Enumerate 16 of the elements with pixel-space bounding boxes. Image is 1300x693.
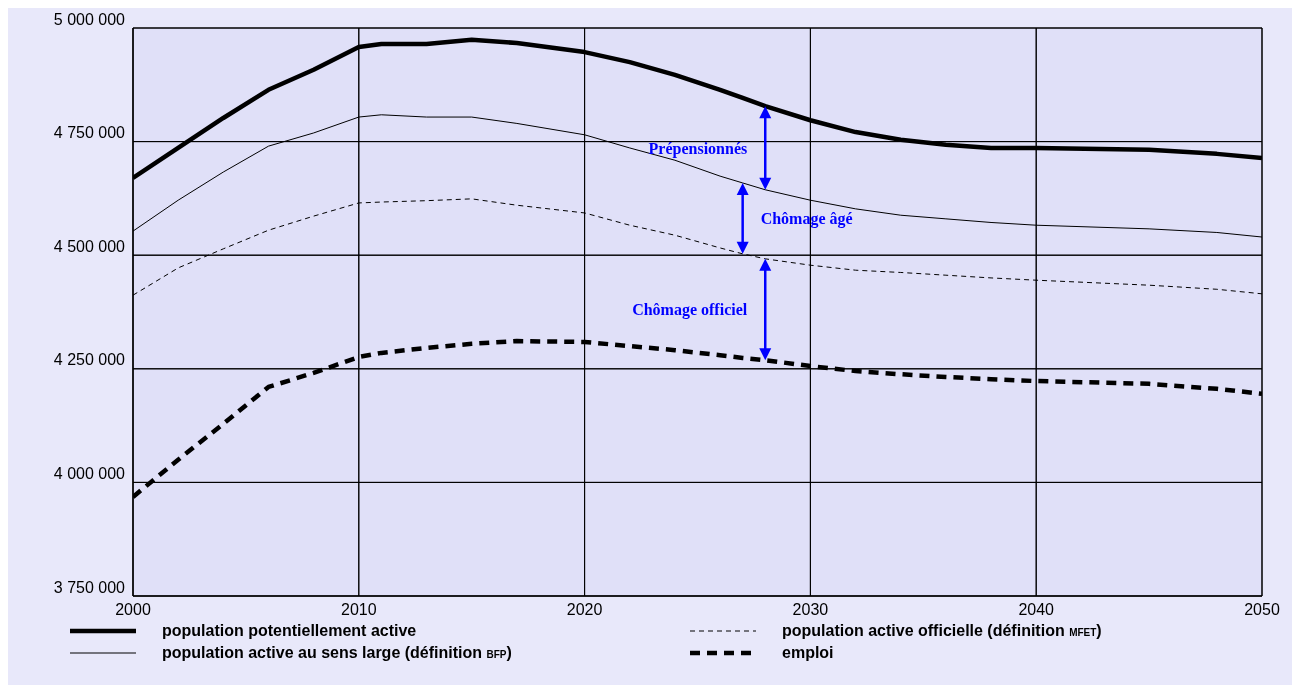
y-tick-label: 5 000 000 <box>53 10 126 28</box>
y-tick-label: 3 750 000 <box>53 578 126 596</box>
x-tick-label: 2020 <box>566 601 603 619</box>
legend-label: population potentiellement active <box>162 622 417 639</box>
x-tick-label: 2050 <box>1244 601 1280 619</box>
y-tick-label: 4 000 000 <box>53 465 126 483</box>
y-tick-label: 4 750 000 <box>53 124 126 142</box>
annotation: Chômage officiel <box>632 301 748 320</box>
y-tick-label: 4 250 000 <box>53 351 126 369</box>
legend-label: emploi <box>782 644 834 661</box>
x-tick-label: 2030 <box>792 601 829 619</box>
x-tick-label: 2040 <box>1018 601 1055 619</box>
x-tick-label: 2000 <box>115 601 151 619</box>
x-tick-label: 2010 <box>341 601 377 619</box>
y-tick-label: 4 500 000 <box>53 237 126 255</box>
annotation: Prépensionnés <box>648 139 748 158</box>
